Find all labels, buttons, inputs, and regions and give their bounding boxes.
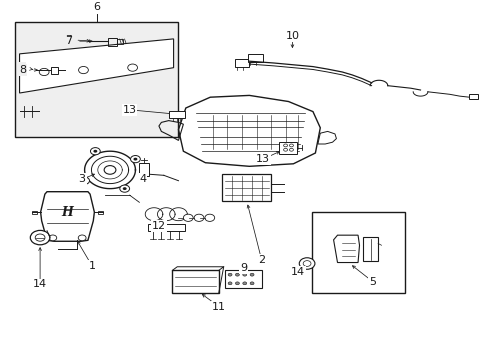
Circle shape [183, 214, 193, 221]
Bar [468, 94, 477, 99]
Bar [247, 54, 262, 62]
Text: 6: 6 [93, 1, 100, 12]
Bar [278, 142, 297, 154]
Circle shape [30, 230, 50, 245]
Circle shape [243, 282, 246, 285]
Text: 14: 14 [33, 279, 47, 289]
Circle shape [120, 185, 129, 192]
Text: H: H [61, 206, 73, 219]
Text: 9: 9 [240, 263, 246, 273]
Bar [108, 37, 117, 45]
Polygon shape [20, 39, 173, 93]
Circle shape [90, 148, 100, 155]
Polygon shape [41, 192, 94, 241]
Circle shape [82, 179, 86, 182]
Text: 7: 7 [65, 36, 72, 46]
Circle shape [133, 158, 137, 161]
Circle shape [130, 156, 140, 163]
Text: 12: 12 [152, 221, 165, 231]
Text: 13: 13 [256, 154, 269, 164]
Text: 10: 10 [285, 31, 299, 41]
Circle shape [78, 235, 86, 241]
Bar [311, 212, 404, 293]
Bar [363, 237, 377, 261]
Circle shape [250, 273, 254, 276]
Bar [51, 67, 58, 73]
Circle shape [204, 214, 214, 221]
Text: 6: 6 [93, 3, 100, 13]
Bar [117, 39, 122, 44]
Circle shape [122, 187, 126, 190]
Circle shape [235, 273, 239, 276]
Text: 1: 1 [88, 261, 95, 271]
Circle shape [235, 282, 239, 285]
Bar [15, 22, 178, 137]
Bar [32, 211, 37, 214]
Circle shape [93, 150, 97, 153]
Text: 7: 7 [65, 35, 72, 45]
Circle shape [104, 166, 116, 174]
Text: 8: 8 [19, 65, 26, 75]
Circle shape [228, 282, 232, 285]
Bar [222, 175, 271, 201]
Circle shape [228, 273, 232, 276]
Text: 8: 8 [18, 64, 24, 74]
Text: 4: 4 [139, 174, 146, 184]
Circle shape [250, 282, 254, 285]
Circle shape [80, 177, 89, 184]
Bar [224, 270, 262, 288]
Bar [168, 111, 185, 118]
Text: 13: 13 [122, 105, 136, 115]
Bar [147, 224, 184, 231]
Bar [98, 211, 103, 214]
Text: 11: 11 [212, 302, 225, 312]
Circle shape [194, 214, 203, 221]
Bar [234, 59, 249, 67]
Circle shape [243, 273, 246, 276]
Bar [172, 270, 219, 293]
Polygon shape [333, 235, 359, 262]
Text: 5: 5 [368, 276, 375, 287]
Text: 2: 2 [258, 255, 264, 265]
Bar [139, 163, 149, 176]
Circle shape [299, 258, 314, 269]
Text: 14: 14 [291, 267, 305, 277]
Text: 3: 3 [79, 174, 85, 184]
Circle shape [49, 235, 57, 241]
